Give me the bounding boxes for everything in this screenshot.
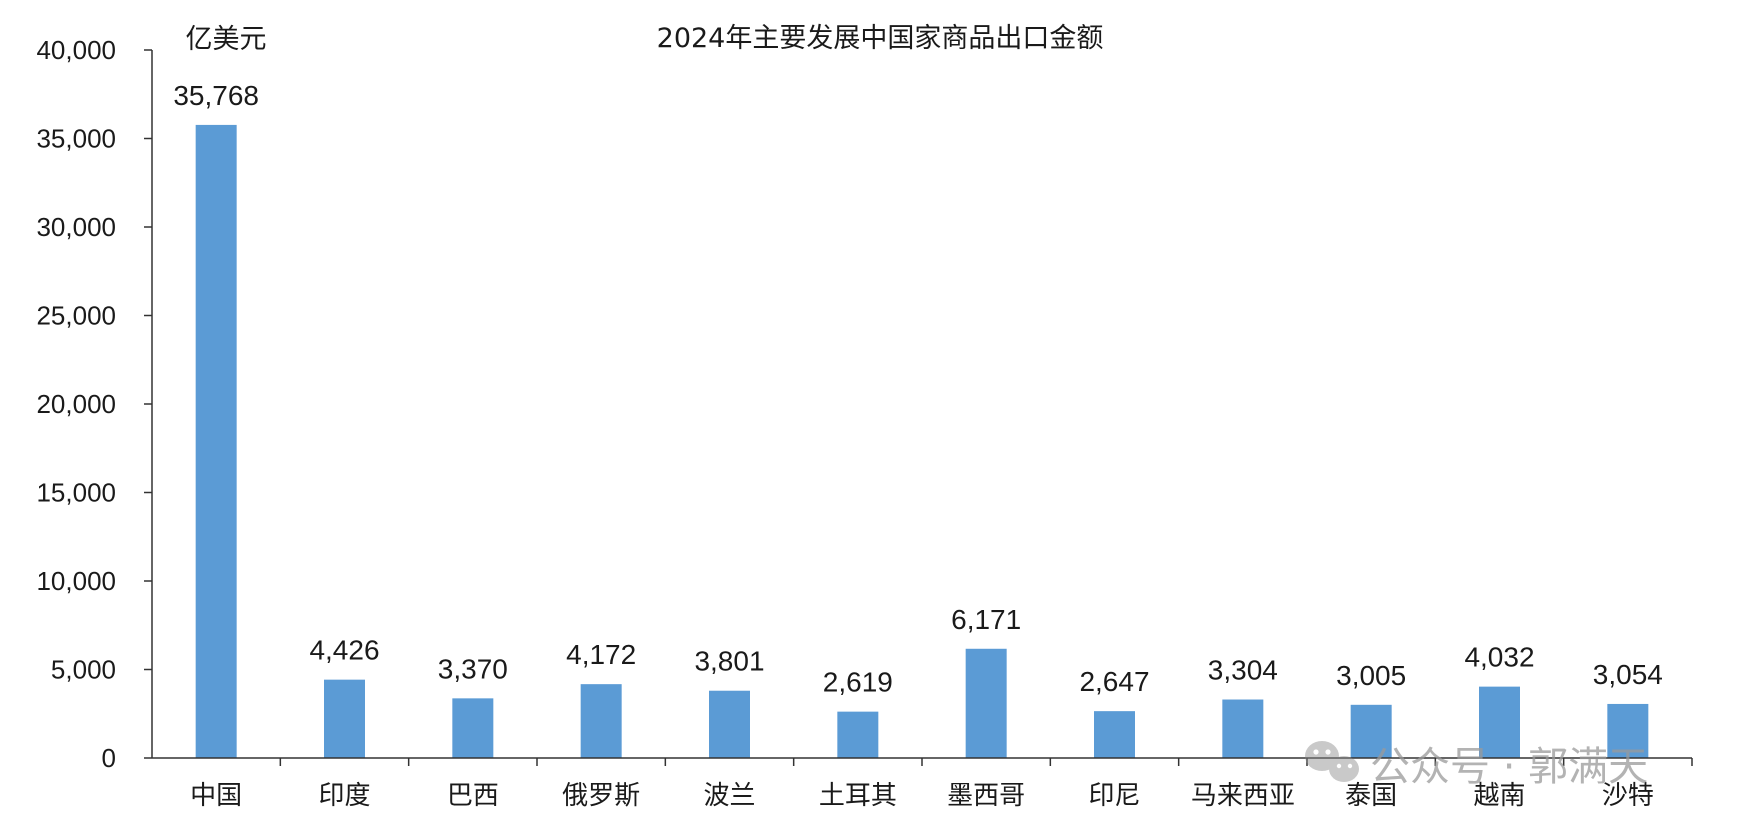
data-label: 4,172 [566, 639, 636, 670]
data-label: 3,370 [438, 653, 508, 684]
data-label: 4,032 [1464, 642, 1534, 673]
watermark-text: 公众号 · 郭满天 [1370, 744, 1648, 790]
bar [709, 690, 750, 758]
category-label: 巴西 [447, 781, 499, 811]
category-label: 泰国 [1345, 781, 1397, 811]
bar [1479, 686, 1520, 758]
y-tick-label: 35,000 [36, 124, 116, 154]
category-label: 越南 [1473, 781, 1525, 811]
bar [1350, 704, 1392, 758]
data-label: 2,647 [1079, 666, 1149, 697]
y-axis-unit: 亿美元 [186, 24, 267, 55]
bar [1094, 711, 1135, 758]
data-label: 3,005 [1336, 660, 1406, 691]
y-tick-label: 40,000 [36, 35, 116, 65]
data-labels: 35,768 4,426 3,370 4,172 3,801 2,619 6,171 2,64… [173, 80, 1663, 698]
category-label: 土耳其 [819, 781, 897, 811]
data-label: 3,054 [1593, 659, 1663, 690]
chart-title: 2024年主要发展中国家商品出口金额 [657, 23, 1104, 54]
data-label: 3,801 [694, 646, 764, 677]
bar [965, 648, 1007, 758]
bar [580, 684, 622, 758]
data-label: 2,619 [823, 667, 893, 698]
bar [452, 698, 494, 758]
category-label: 墨西哥 [947, 781, 1025, 811]
y-tick-label: 10,000 [36, 566, 116, 596]
y-axis: 0 5,000 10,000 15,000 20,000 25,000 30,000 35,0… [36, 35, 152, 773]
category-label: 沙特 [1602, 781, 1654, 811]
category-label: 印度 [318, 781, 370, 811]
bar [195, 124, 237, 759]
y-tick-label: 30,000 [36, 212, 116, 242]
bar [1607, 703, 1649, 758]
category-label: 马来西亚 [1191, 781, 1295, 811]
category-label: 俄罗斯 [562, 781, 640, 811]
y-tick-label: 5,000 [51, 655, 116, 685]
y-tick-label: 15,000 [36, 478, 116, 508]
bar [324, 679, 365, 758]
wechat-icon [1305, 741, 1359, 782]
category-label: 波兰 [703, 781, 755, 811]
data-label: 3,304 [1208, 655, 1278, 686]
bars [195, 124, 1649, 759]
y-tick-label: 20,000 [36, 389, 116, 419]
data-label: 6,171 [951, 604, 1021, 635]
watermark: 公众号 · 郭满天 [1305, 741, 1648, 790]
data-label: 4,426 [309, 635, 379, 666]
bar [1222, 699, 1264, 758]
category-label: 中国 [190, 781, 242, 811]
bar [837, 711, 879, 758]
x-axis: 中国 印度 巴西 俄罗斯 波兰 土耳其 墨西哥 印尼 马来西亚 泰国 越南 沙特 [190, 758, 1693, 811]
data-label: 35,768 [173, 80, 259, 111]
category-label: 印尼 [1088, 781, 1140, 811]
y-tick-label: 25,000 [36, 301, 116, 331]
y-tick-label: 0 [102, 743, 116, 773]
